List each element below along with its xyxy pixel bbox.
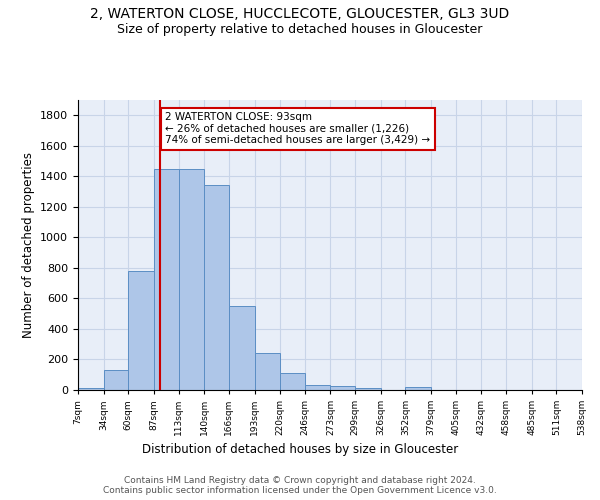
Bar — [78, 388, 104, 390]
Bar — [406, 387, 431, 390]
Bar — [204, 186, 229, 390]
Bar — [229, 306, 254, 390]
Bar — [331, 386, 355, 390]
Text: 2, WATERTON CLOSE, HUCCLECOTE, GLOUCESTER, GL3 3UD: 2, WATERTON CLOSE, HUCCLECOTE, GLOUCESTE… — [91, 8, 509, 22]
Y-axis label: Number of detached properties: Number of detached properties — [22, 152, 35, 338]
Bar — [280, 373, 305, 390]
Text: Contains HM Land Registry data © Crown copyright and database right 2024.
Contai: Contains HM Land Registry data © Crown c… — [103, 476, 497, 495]
Bar — [254, 352, 280, 390]
Text: Distribution of detached houses by size in Gloucester: Distribution of detached houses by size … — [142, 442, 458, 456]
Bar — [355, 388, 381, 390]
Bar — [104, 370, 128, 390]
Text: Size of property relative to detached houses in Gloucester: Size of property relative to detached ho… — [118, 22, 482, 36]
Bar — [128, 271, 154, 390]
Bar — [179, 168, 204, 390]
Bar — [305, 386, 331, 390]
Bar — [154, 168, 179, 390]
Text: 2 WATERTON CLOSE: 93sqm
← 26% of detached houses are smaller (1,226)
74% of semi: 2 WATERTON CLOSE: 93sqm ← 26% of detache… — [166, 112, 430, 146]
